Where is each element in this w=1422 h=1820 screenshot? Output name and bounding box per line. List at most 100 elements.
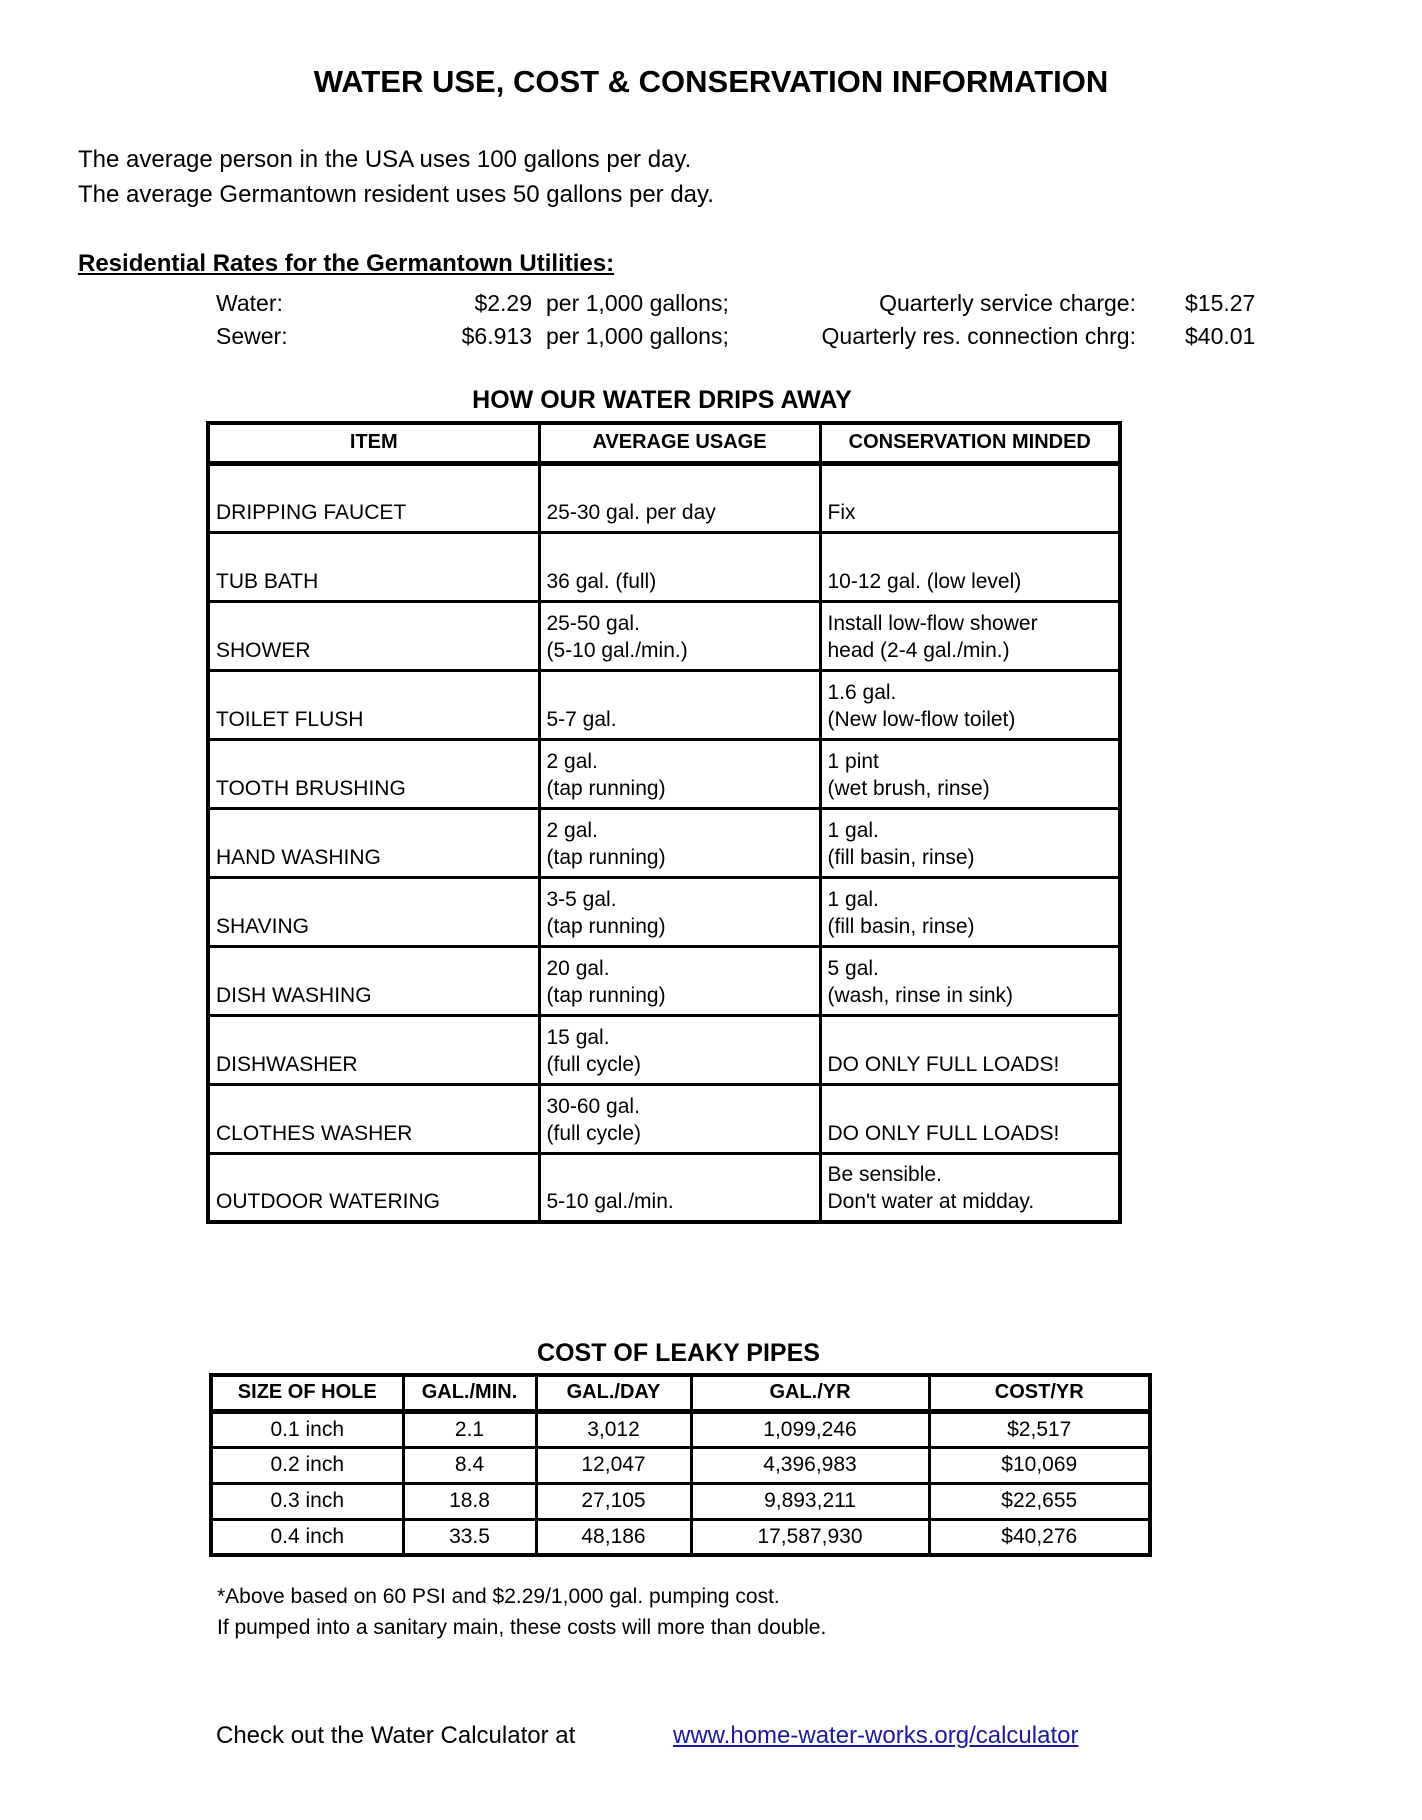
drips-cell-usage: 36 gal. (full) [537, 530, 822, 603]
drips-row: HAND WASHING 2 gal. (tap running) 1 gal. (… [206, 806, 1122, 879]
drips-cell-conservation: 1 gal. (fill basin, rinse) [818, 875, 1122, 948]
drips-row: CLOTHES WASHER 30-60 gal. (full cycle) DO … [206, 1082, 1122, 1155]
drips-cell-usage: 2 gal. (tap running) [537, 737, 822, 810]
drips-header-row: ITEM AVERAGE USAGE CONSERVATION MINDED [206, 421, 1122, 466]
leaky-cell-size-of-hole: 0.2 inch [209, 1445, 405, 1485]
drips-cell-conservation: 1 pint (wet brush, rinse) [818, 737, 1122, 810]
drips-cell-usage: 25-30 gal. per day [537, 461, 822, 534]
leaky-cell-gal-day: 3,012 [534, 1409, 693, 1449]
intro-line-germantown: The average Germantown resident uses 50 … [78, 181, 714, 208]
leaky-cell-size-of-hole: 0.3 inch [209, 1481, 405, 1521]
drips-row: TOOTH BRUSHING 2 gal. (tap running) 1 pint… [206, 737, 1122, 810]
drips-cell-item: SHOWER [206, 599, 541, 672]
leaky-cell-size-of-hole: 0.4 inch [209, 1517, 405, 1557]
rate-label: Water: [216, 290, 283, 316]
rate-amount: $6.913 [461, 323, 532, 349]
drips-cell-usage: 30-60 gal. (full cycle) [537, 1082, 822, 1155]
footnote-psi: *Above based on 60 PSI and $2.29/1,000 g… [217, 1585, 780, 1608]
drips-cell-item: CLOTHES WASHER [206, 1082, 541, 1155]
drips-row: TUB BATH 36 gal. (full) 10-12 gal. (low le… [206, 530, 1122, 603]
drips-cell-item: TUB BATH [206, 530, 541, 603]
leaky-cell-gal-day: 12,047 [534, 1445, 693, 1485]
leaky-cell-gal-min: 8.4 [401, 1445, 538, 1485]
drips-cell-item: DRIPPING FAUCET [206, 461, 541, 534]
drips-cell-usage: 3-5 gal. (tap running) [537, 875, 822, 948]
drips-header-item: ITEM [206, 421, 541, 466]
leaky-cell-cost-yr: $2,517 [927, 1409, 1152, 1449]
leaky-row: 0.4 inch 33.5 48,186 17,587,930 $40,276 [209, 1517, 1152, 1557]
drips-cell-conservation: Fix [818, 461, 1122, 534]
drips-row: OUTDOOR WATERING 5-10 gal./min. Be sensibl… [206, 1151, 1122, 1224]
drips-cell-conservation: DO ONLY FULL LOADS! [818, 1082, 1122, 1155]
drips-cell-item: DISHWASHER [206, 1013, 541, 1086]
leaky-header-gal-yr: GAL./YR [689, 1373, 931, 1414]
leaky-header-gal-min: GAL./MIN. [401, 1373, 538, 1414]
rates-heading: Residential Rates for the Germantown Uti… [78, 250, 615, 277]
rate-unit: per 1,000 gallons; [546, 323, 729, 349]
intro-line-usa: The average person in the USA uses 100 g… [78, 146, 692, 173]
leaky-cell-gal-yr: 1,099,246 [689, 1409, 931, 1449]
drips-row: DISHWASHER 15 gal. (full cycle) DO ONLY FU… [206, 1013, 1122, 1086]
leaky-header-row: SIZE OF HOLE GAL./MIN. GAL./DAY GAL./YR … [209, 1373, 1152, 1414]
drips-header-conservation: CONSERVATION MINDED [818, 421, 1122, 466]
leaky-footnotes: *Above based on 60 PSI and $2.29/1,000 g… [217, 1581, 826, 1643]
leaky-row: 0.3 inch 18.8 27,105 9,893,211 $22,655 [209, 1481, 1152, 1521]
drips-row: DRIPPING FAUCET 25-30 gal. per day Fix [206, 461, 1122, 534]
drips-table: ITEM AVERAGE USAGE CONSERVATION MINDED D… [206, 421, 1122, 1224]
page-title: WATER USE, COST & CONSERVATION INFORMATI… [313, 64, 1109, 99]
drips-cell-usage: 25-50 gal. (5-10 gal./min.) [537, 599, 822, 672]
drips-cell-item: SHAVING [206, 875, 541, 948]
leaky-cell-size-of-hole: 0.1 inch [209, 1409, 405, 1449]
drips-cell-usage: 5-10 gal./min. [537, 1151, 822, 1224]
leaky-cell-gal-min: 2.1 [401, 1409, 538, 1449]
charge-label: Quarterly res. connection chrg: [821, 323, 1136, 349]
rate-row-water: Water: $2.29 per 1,000 gallons; Quarterl… [0, 290, 1422, 323]
leaky-cell-gal-yr: 17,587,930 [689, 1517, 931, 1557]
footnote-sanitary: If pumped into a sanitary main, these co… [217, 1616, 827, 1639]
rate-row-sewer: Sewer: $6.913 per 1,000 gallons; Quarter… [0, 323, 1422, 356]
rate-unit: per 1,000 gallons; [546, 290, 729, 316]
leaky-table-title: COST OF LEAKY PIPES [537, 1339, 820, 1367]
drips-cell-item: TOOTH BRUSHING [206, 737, 541, 810]
leaky-cell-gal-min: 18.8 [401, 1481, 538, 1521]
leaky-cell-cost-yr: $10,069 [927, 1445, 1152, 1485]
leaky-table: SIZE OF HOLE GAL./MIN. GAL./DAY GAL./YR … [209, 1373, 1152, 1557]
drips-cell-item: TOILET FLUSH [206, 668, 541, 741]
leaky-header-size: SIZE OF HOLE [209, 1373, 405, 1414]
drips-cell-usage: 15 gal. (full cycle) [537, 1013, 822, 1086]
drips-row: DISH WASHING 20 gal. (tap running) 5 gal. … [206, 944, 1122, 1017]
drips-row: SHAVING 3-5 gal. (tap running) 1 gal. (fil… [206, 875, 1122, 948]
drips-cell-conservation: Be sensible. Don't water at midday. [818, 1151, 1122, 1224]
leaky-row: 0.1 inch 2.1 3,012 1,099,246 $2,517 [209, 1409, 1152, 1449]
leaky-table-body: 0.1 inch 2.1 3,012 1,099,246 $2,517 0.2 inch 8… [209, 1409, 1152, 1557]
drips-cell-usage: 2 gal. (tap running) [537, 806, 822, 879]
drips-cell-conservation: 10-12 gal. (low level) [818, 530, 1122, 603]
drips-header-usage: AVERAGE USAGE [537, 421, 822, 466]
drips-cell-usage: 5-7 gal. [537, 668, 822, 741]
footer-text: Check out the Water Calculator at [216, 1722, 576, 1749]
drips-cell-item: DISH WASHING [206, 944, 541, 1017]
rate-label: Sewer: [216, 323, 288, 349]
rates-section: Water: $2.29 per 1,000 gallons; Quarterl… [0, 290, 1422, 356]
intro-paragraph: The average person in the USA uses 100 g… [78, 142, 714, 212]
leaky-header-cost-yr: COST/YR [927, 1373, 1152, 1414]
drips-table-body: DRIPPING FAUCET 25-30 gal. per day Fix TUB … [206, 461, 1122, 1224]
drips-cell-usage: 20 gal. (tap running) [537, 944, 822, 1017]
drips-cell-item: HAND WASHING [206, 806, 541, 879]
charge-amount: $40.01 [1185, 323, 1256, 349]
charge-amount: $15.27 [1185, 290, 1256, 316]
drips-table-title: HOW OUR WATER DRIPS AWAY [472, 386, 852, 414]
drips-cell-conservation: Install low-flow shower head (2-4 gal./m… [818, 599, 1122, 672]
drips-cell-conservation: 1.6 gal. (New low-flow toilet) [818, 668, 1122, 741]
drips-row: SHOWER 25-50 gal. (5-10 gal./min.) Install… [206, 599, 1122, 672]
leaky-cell-gal-min: 33.5 [401, 1517, 538, 1557]
rate-amount: $2.29 [474, 290, 532, 316]
water-calculator-link[interactable]: www.home-water-works.org/calculator [673, 1722, 1079, 1749]
drips-row: TOILET FLUSH 5-7 gal. 1.6 gal. (New low-fl… [206, 668, 1122, 741]
leaky-row: 0.2 inch 8.4 12,047 4,396,983 $10,069 [209, 1445, 1152, 1485]
leaky-header-gal-day: GAL./DAY [534, 1373, 693, 1414]
leaky-cell-gal-yr: 4,396,983 [689, 1445, 931, 1485]
leaky-cell-cost-yr: $22,655 [927, 1481, 1152, 1521]
leaky-cell-gal-yr: 9,893,211 [689, 1481, 931, 1521]
leaky-cell-gal-day: 48,186 [534, 1517, 693, 1557]
